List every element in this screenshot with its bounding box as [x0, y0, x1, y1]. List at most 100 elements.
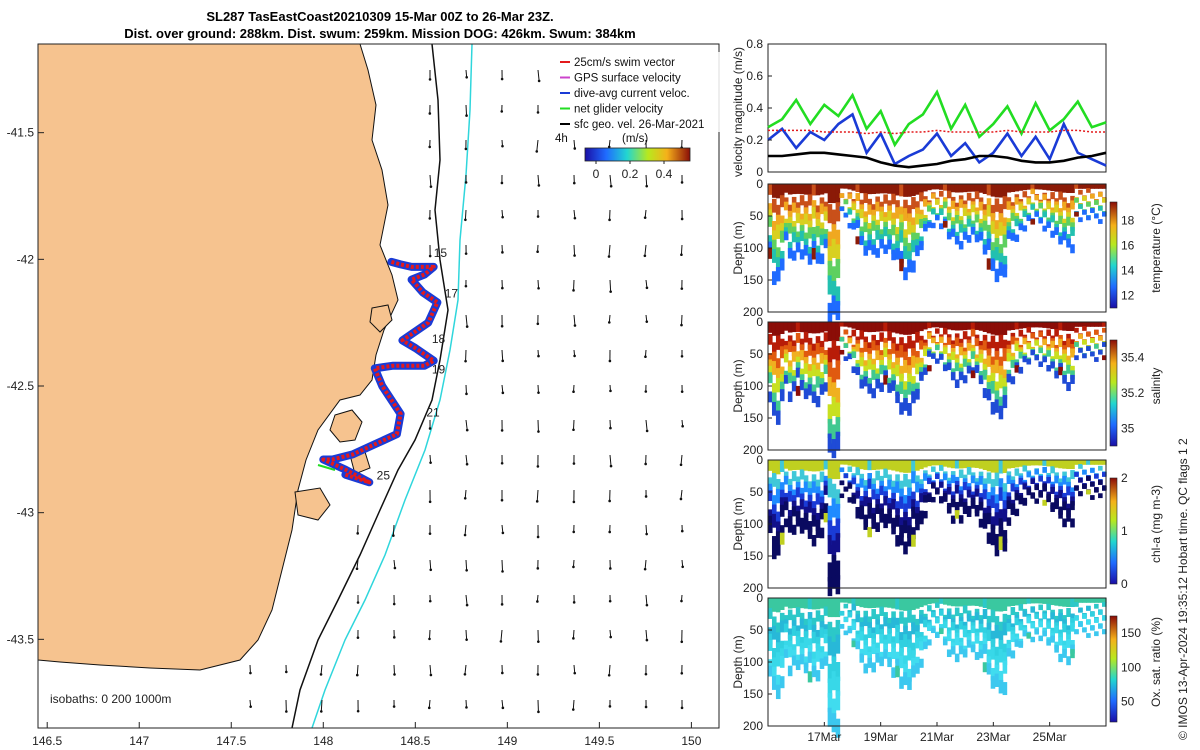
section-cell: [783, 460, 789, 469]
section-cell: [919, 483, 924, 493]
section-cell: [942, 621, 948, 629]
section-cell: [1010, 607, 1016, 616]
section-cell: [883, 226, 888, 237]
section-cell: [911, 534, 916, 547]
section-cell: [903, 343, 908, 357]
arrow-head: [536, 600, 539, 603]
section-cell: [986, 512, 992, 525]
arrow-head: [644, 705, 648, 709]
section-cell: [974, 234, 980, 243]
arrow-head: [679, 463, 683, 467]
title-line-2: Dist. over ground: 288km. Dist. swum: 25…: [124, 26, 636, 41]
section-cell: [803, 625, 809, 636]
section-cell: [831, 555, 837, 575]
lat-tick-label: -42: [17, 252, 35, 266]
section-cell: [907, 647, 912, 661]
section-cell: [831, 424, 837, 444]
section-cell: [1062, 598, 1067, 607]
section-cell: [970, 501, 976, 509]
section-cell: [827, 418, 833, 438]
arrow-head: [249, 671, 252, 675]
section-cell: [891, 212, 896, 224]
section-cell: [998, 478, 1004, 492]
arrow-head: [501, 359, 505, 363]
arrow-head: [428, 78, 432, 81]
section-cell: [855, 343, 861, 352]
section-cell: [1094, 603, 1099, 609]
section-cell: [982, 513, 988, 524]
section-cell: [919, 598, 924, 608]
section-cell: [795, 511, 801, 522]
section-cell: [883, 342, 888, 353]
section-cell: [923, 184, 928, 192]
section-cell: [831, 498, 837, 518]
copyright-footnote: © IMOS 13-Apr-2024 19:35:12 Hobart time.…: [1176, 438, 1190, 740]
geo-velocity-arrow: [645, 279, 648, 288]
section-cell: [771, 221, 777, 235]
section-cell: [899, 373, 904, 387]
section-cell: [807, 364, 813, 376]
section-cell: [942, 598, 948, 605]
section-cell: [851, 640, 857, 648]
section-cell: [915, 631, 920, 643]
section-cell: [994, 503, 1000, 517]
section-cell: [927, 350, 932, 357]
section-cell: [919, 335, 924, 345]
section-cell: [891, 667, 896, 678]
section-cell: [831, 540, 837, 560]
section-cell: [915, 500, 920, 512]
section-cell: [891, 480, 896, 492]
section-cell: [771, 184, 777, 198]
section-cell: [799, 368, 805, 379]
section-cell: [855, 460, 861, 468]
section-cell: [990, 322, 996, 335]
section-cell: [859, 478, 865, 488]
section-cell: [1070, 339, 1075, 349]
section-cell: [982, 334, 988, 345]
arrow-head: [645, 603, 649, 607]
section-cell: [1018, 603, 1024, 611]
section-cell: [819, 460, 825, 471]
section-cell: [787, 646, 793, 658]
section-cell: [986, 656, 992, 668]
section-cell: [954, 322, 960, 331]
section-cell: [1026, 322, 1032, 328]
arrow-head: [573, 254, 576, 257]
section-cell: [903, 495, 908, 508]
arrow-head: [535, 500, 539, 503]
section-cell: [950, 598, 956, 607]
section-cell: [859, 460, 865, 470]
legend-extra-label: 4h: [555, 133, 568, 145]
section-cell: [807, 618, 813, 630]
section-cell: [795, 487, 801, 498]
section-cell: [1066, 322, 1071, 331]
section-cell: [1030, 478, 1036, 484]
section-cell: [771, 598, 777, 612]
section-cell: [919, 218, 924, 229]
section-cell: [768, 372, 773, 384]
section-cell: [1098, 192, 1103, 197]
section-cell: [795, 460, 801, 470]
arrow-head: [501, 215, 504, 219]
colorbar-tick-label: 35.4: [1121, 351, 1145, 365]
section-cell: [907, 184, 912, 197]
section-cell: [875, 219, 880, 230]
section-cell: [879, 201, 884, 212]
geo-velocity-arrow: [572, 419, 575, 430]
section-cell: [795, 207, 801, 218]
section-cell: [1066, 355, 1071, 365]
section-cell: [783, 649, 789, 658]
section-cell: [863, 336, 869, 347]
section-cell: [942, 364, 948, 372]
section-cell: [871, 215, 876, 226]
section-cell: [954, 337, 960, 347]
section-cell: [815, 225, 821, 238]
section-cell: [903, 672, 908, 686]
depth-tick-label: 200: [743, 443, 763, 457]
section-cell: [994, 238, 1000, 252]
section-cell: [986, 532, 992, 544]
section-cell: [871, 334, 876, 345]
section-cell: [835, 244, 841, 264]
section-cell: [915, 507, 920, 518]
